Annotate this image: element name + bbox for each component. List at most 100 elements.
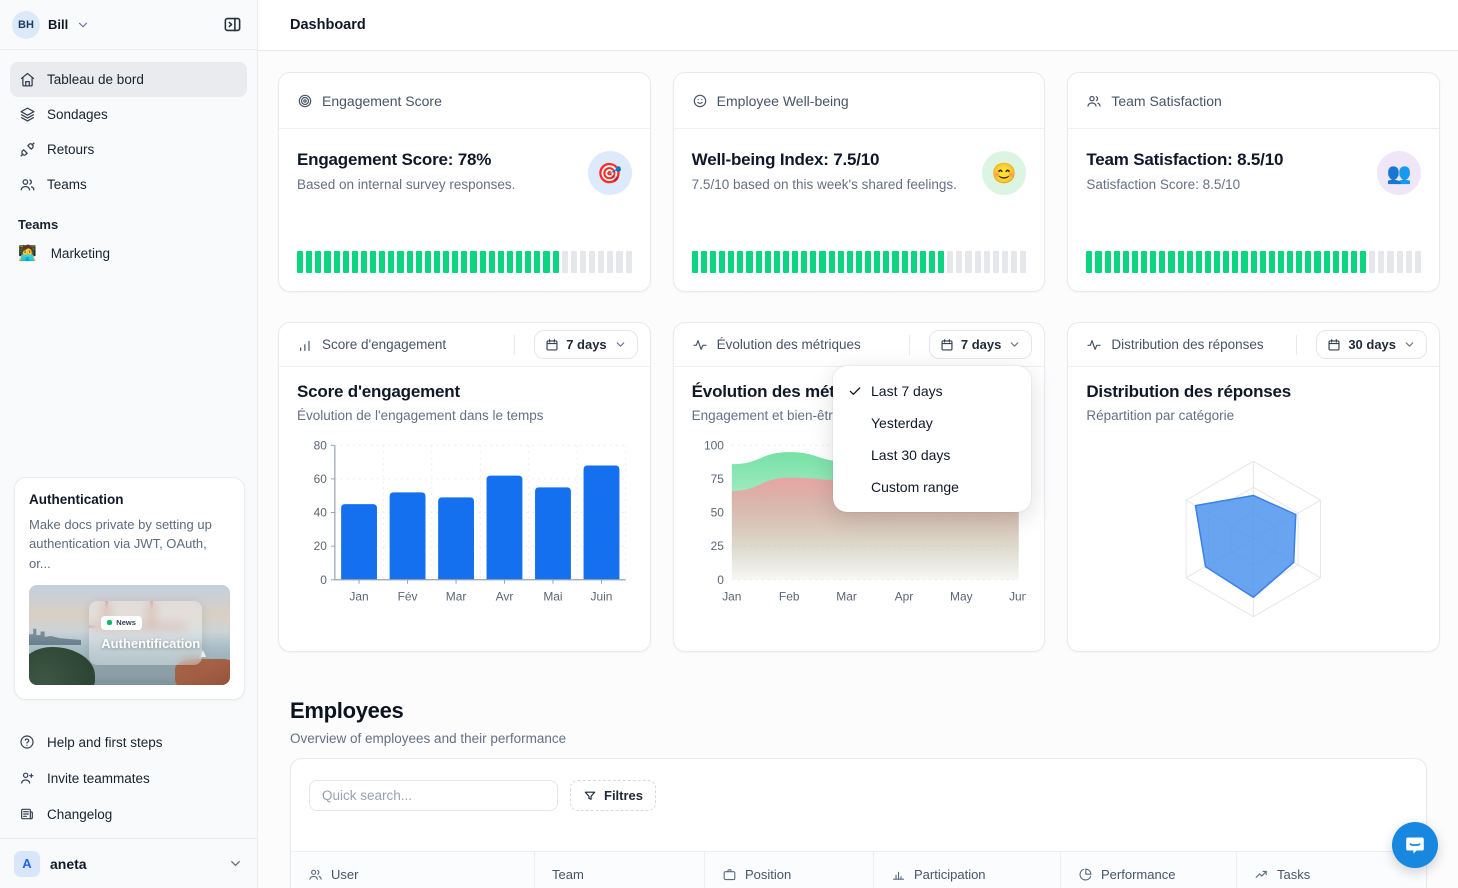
chart-card-header: Évolution des métriques 7 days xyxy=(673,323,1045,367)
quick-search-input[interactable] xyxy=(309,780,558,811)
date-range-button[interactable]: 7 days xyxy=(534,330,638,359)
account-switcher[interactable]: A aneta xyxy=(0,838,257,888)
gauge-bar xyxy=(1104,251,1111,273)
dropdown-item-custom-range[interactable]: Custom range xyxy=(833,471,1031,503)
gauge-bar xyxy=(561,251,568,273)
gauge-bar xyxy=(379,251,386,273)
dropdown-item-yesterday[interactable]: Yesterday xyxy=(833,407,1031,439)
sidebar-spacer xyxy=(0,271,257,477)
column-header-team: Team xyxy=(535,852,705,888)
workspace-avatar: BH xyxy=(12,10,40,39)
gauge-bar xyxy=(737,251,744,273)
dropdown-item-last-30-days[interactable]: Last 30 days xyxy=(833,439,1031,471)
column-header-tasks: Tasks xyxy=(1237,852,1426,888)
help-circle-icon xyxy=(19,734,35,750)
promo-card-authentication[interactable]: Authentication Make docs private by sett… xyxy=(14,476,245,700)
column-header-label: Position xyxy=(745,867,792,882)
gauge-bar xyxy=(746,251,753,273)
sidebar-item-retours[interactable]: Retours xyxy=(10,132,247,167)
gauge-bar xyxy=(764,251,771,273)
chart-card-header-label: Score d'engagement xyxy=(322,337,447,352)
sidebar-collapse-button[interactable] xyxy=(219,12,245,38)
gauge-bar xyxy=(1332,251,1339,273)
gauge-bar xyxy=(397,251,404,273)
gauge-bar xyxy=(819,251,826,273)
gauge-bar xyxy=(1314,251,1321,273)
gauge-bar xyxy=(883,251,890,273)
column-header-position: Position xyxy=(705,852,874,888)
gauge-bar xyxy=(700,251,707,273)
users-icon xyxy=(19,176,36,193)
sidebar-item-tableau-de-bord[interactable]: Tableau de bord xyxy=(10,62,247,97)
svg-text:Jun: Jun xyxy=(1009,590,1027,604)
sidebar-item-changelog[interactable]: Changelog xyxy=(10,796,247,832)
svg-text:Mar: Mar xyxy=(836,590,857,604)
sidebar-item-sondages[interactable]: Sondages xyxy=(10,97,247,132)
svg-text:100: 100 xyxy=(704,438,724,452)
gauge-bar xyxy=(297,251,304,273)
gauge-bar xyxy=(598,251,605,273)
stat-card-title: Well-being Index: 7.5/10 xyxy=(691,150,880,169)
gauge-bar xyxy=(1141,251,1148,273)
gauge-bar xyxy=(479,251,486,273)
gauge-bar xyxy=(543,251,550,273)
response-distribution-chart-card: Distribution des réponses 30 days Distribu… xyxy=(1067,322,1441,652)
activity-icon xyxy=(692,337,708,353)
pie-chart-icon xyxy=(1078,867,1093,882)
workspace-name: Bill xyxy=(48,17,69,32)
column-header-participation: Participation xyxy=(874,852,1061,888)
promo-image-sailboat xyxy=(199,650,206,657)
chat-bubble-icon xyxy=(1403,833,1427,857)
svg-text:60: 60 xyxy=(314,472,328,486)
teams-section-label: Teams xyxy=(18,217,59,232)
date-range-label: 30 days xyxy=(1348,337,1397,352)
layers-icon xyxy=(19,106,36,123)
gauge-bar xyxy=(360,251,367,273)
users-icon xyxy=(308,867,323,882)
chat-launcher-button[interactable] xyxy=(1392,822,1438,868)
column-header-label: User xyxy=(331,867,359,882)
sidebar-nav: Tableau de bord Sondages Retours Teams xyxy=(0,50,257,202)
gauge-bar xyxy=(855,251,863,273)
chart-subtitle: Répartition par catégorie xyxy=(1086,408,1235,423)
column-header-label: Team xyxy=(552,867,584,882)
teams-list: 🧑‍💻 Marketing xyxy=(0,235,257,271)
gauge-bar xyxy=(901,251,908,273)
sidebar-item-help-and-first-steps[interactable]: Help and first steps xyxy=(10,724,247,760)
promo-image: News Authentification xyxy=(29,585,230,685)
table-toolbar: Filtres xyxy=(291,759,1426,811)
date-range-button[interactable]: 30 days xyxy=(1316,330,1428,359)
gauge-bar xyxy=(1277,251,1285,273)
gauge-bar xyxy=(1259,251,1266,273)
gauge-bar xyxy=(1287,251,1294,273)
workspace-switcher[interactable]: BH Bill xyxy=(12,10,90,39)
chart-subtitle: Engagement et bien-être xyxy=(691,408,841,423)
gauge-bar xyxy=(992,251,999,273)
trending-up-icon xyxy=(1254,867,1269,882)
briefcase-icon xyxy=(722,867,737,882)
gauge-bar xyxy=(1323,251,1330,273)
gauge-bar xyxy=(782,251,790,273)
sidebar-team-marketing[interactable]: 🧑‍💻 Marketing xyxy=(0,235,257,271)
stat-card-1: Employee Well-being Well-being Index: 7.5… xyxy=(672,72,1046,292)
gauge-bar xyxy=(1378,251,1385,273)
gauge-bar xyxy=(865,251,872,273)
smile-icon xyxy=(692,93,708,109)
gauge-bar xyxy=(846,251,853,273)
sidebar-item-invite-teammates[interactable]: Invite teammates xyxy=(10,760,247,796)
employees-section: Employees Overview of employees and thei… xyxy=(290,698,1427,888)
gauge-bar xyxy=(965,251,972,273)
svg-text:Jan: Jan xyxy=(349,590,368,604)
svg-text:Fév: Fév xyxy=(398,590,418,604)
gauge-bar xyxy=(1405,251,1412,273)
stat-card-emoji: 🎯 xyxy=(587,151,632,195)
chart-card-body: Score d'engagement Évolution de l'engagem… xyxy=(279,367,650,615)
chart-title: Score d'engagement xyxy=(297,382,460,401)
dropdown-item-last-7-days[interactable]: Last 7 days xyxy=(833,375,1031,407)
stat-card-emoji: 😊 xyxy=(982,151,1027,195)
sidebar-item-teams[interactable]: Teams xyxy=(10,167,247,202)
chevron-down-icon xyxy=(614,338,627,351)
chevron-down-icon xyxy=(1008,338,1021,351)
date-range-button[interactable]: 7 days xyxy=(928,330,1033,359)
filters-button[interactable]: Filtres xyxy=(570,780,657,811)
